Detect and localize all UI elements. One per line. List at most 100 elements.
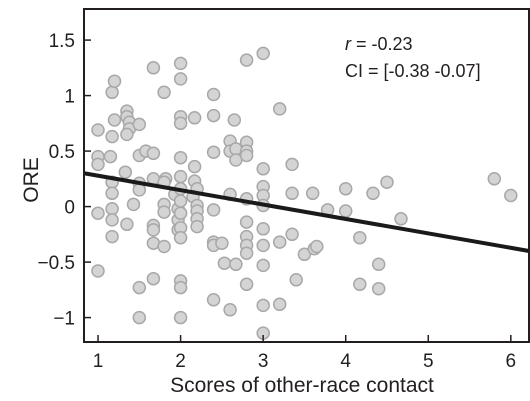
data-point [190,219,204,234]
data-point [289,273,303,287]
data-point [107,74,122,88]
data-point [229,142,243,156]
data-point [105,129,119,144]
data-point [239,277,254,292]
y-axis-label: ORE [20,157,43,203]
data-point [227,113,242,127]
data-point [173,230,188,245]
x-tick-label: 1 [93,351,104,372]
correlation-annotation: r = -0.23 [345,34,413,54]
data-point [126,197,141,212]
data-point [256,258,270,273]
x-tick-label: 4 [340,351,351,372]
data-point [504,188,518,203]
y-tick-label: 1 [64,87,75,108]
data-point [338,182,353,196]
data-point [132,183,147,197]
data-point [103,149,118,164]
data-point [353,277,367,292]
x-tick-label: 5 [423,351,434,372]
data-point [256,222,270,236]
plot-frame [83,8,530,343]
data-point [371,257,386,272]
data-point [239,53,254,67]
data-point [305,186,320,201]
data-point [394,212,408,226]
data-point [285,157,299,172]
data-point [157,205,171,219]
data-point [157,239,171,254]
data-point [91,206,105,220]
data-point [272,297,287,312]
data-point [371,281,386,296]
data-point [229,257,243,272]
data-point [338,204,353,218]
r-value: = -0.23 [351,34,413,54]
x-tick-label: 3 [258,351,269,372]
x-axis-label: Scores of other-race contact [170,374,434,397]
data-point [187,159,202,174]
data-point [487,172,502,186]
data-point [256,46,270,61]
data-point [91,264,105,278]
data-point [173,150,188,165]
data-point [285,186,299,201]
regression-line [83,171,530,253]
data-point [157,85,171,100]
data-point [239,246,254,260]
data-point [272,235,287,249]
data-point [256,298,270,313]
data-point [206,87,221,102]
data-point [91,157,105,172]
data-point [366,186,380,201]
data-point [206,145,221,159]
points-layer [91,46,518,340]
data-point [173,72,188,86]
data-point [173,310,188,325]
data-point [132,310,147,325]
data-point [206,108,221,123]
ci-annotation: CI = [-0.38 -0.07] [345,61,481,81]
data-point [353,230,367,245]
data-point [91,123,105,137]
data-point [173,194,188,208]
x-tick-label: 2 [175,351,186,372]
data-point [285,227,299,242]
data-point [105,202,119,216]
data-point [146,271,161,286]
y-tick-label: 1.5 [49,31,75,52]
data-point [173,169,188,184]
data-point [206,203,221,217]
data-point [272,102,287,116]
data-point [380,175,394,189]
data-point [256,238,270,253]
data-point [223,303,237,317]
data-point [239,215,254,229]
data-point [206,293,221,307]
data-point [120,127,134,142]
data-point [120,217,134,232]
y-tick-label: −0.5 [37,253,75,274]
ticks-layer [84,39,512,342]
data-point [105,213,119,227]
data-point [105,85,119,100]
tick-labels: 1 2 3 4 5 6 1.5 1 0.5 0 −0.5 −1 [37,31,516,372]
data-point [118,165,133,179]
data-point [105,229,119,244]
data-point [146,146,161,161]
data-point [132,280,147,295]
data-point [310,239,324,254]
y-tick-label: −1 [53,309,75,330]
y-tick-label: 0.5 [49,142,75,163]
data-point [239,148,254,163]
x-tick-label: 6 [506,351,517,372]
data-point [146,61,161,75]
data-point [173,116,188,131]
r-symbol: r [345,34,352,54]
data-point [146,223,161,237]
y-tick-label: 0 [64,198,75,219]
data-point [107,113,122,127]
data-point [173,280,188,295]
data-point [132,117,147,132]
